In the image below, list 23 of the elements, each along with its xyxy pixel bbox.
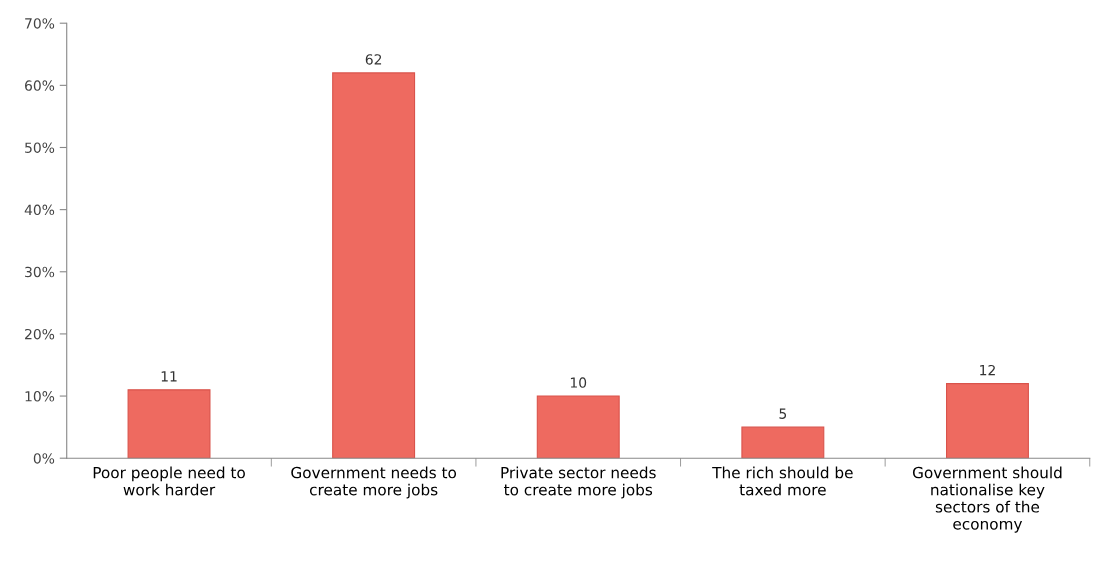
y-tick-label: 20% — [25, 328, 55, 340]
x-tick-label: Government should nationalise key sectors of the economy — [912, 466, 1062, 533]
data-label: 11 — [161, 371, 177, 382]
data-label: 62 — [365, 54, 382, 65]
data-label: 5 — [779, 408, 787, 419]
y-tick-label: 0% — [33, 453, 55, 464]
x-tick-label: Private sector needs to create more jobs — [501, 466, 656, 499]
bar — [945, 383, 1029, 459]
y-tick-label: 40% — [24, 204, 55, 216]
x-tick-label: Poor people need to work harder — [93, 466, 245, 496]
x-tick-label: Government needs to create more jobs — [291, 466, 457, 499]
bar — [127, 389, 211, 459]
data-label: 10 — [570, 377, 587, 388]
data-label: 12 — [980, 364, 995, 376]
bar — [332, 72, 416, 459]
y-tick-label: 30% — [25, 266, 55, 278]
x-tick-label: The rich should be taxed more — [712, 466, 853, 496]
y-tick-label: 60% — [25, 80, 55, 91]
bar — [536, 395, 620, 459]
y-tick-label: 70% — [25, 18, 55, 29]
y-tick-label: 50% — [25, 142, 55, 153]
y-tick-label: 10% — [25, 391, 55, 402]
bar — [741, 426, 825, 459]
